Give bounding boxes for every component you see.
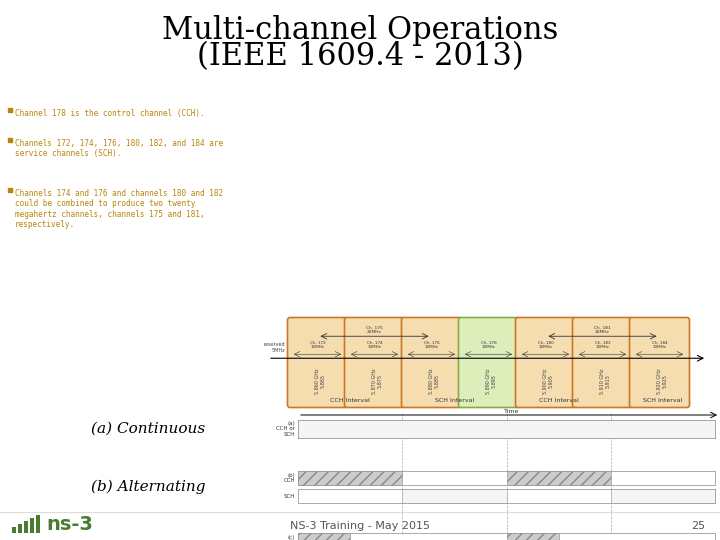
Bar bbox=[402, 489, 506, 503]
Text: SCH: SCH bbox=[284, 494, 295, 498]
Bar bbox=[12, 527, 16, 533]
Text: Ch. 174
10MHz: Ch. 174 10MHz bbox=[366, 341, 382, 349]
Text: 5.910 GHz: 5.910 GHz bbox=[600, 368, 605, 394]
Text: (b) Alternating: (b) Alternating bbox=[91, 480, 205, 494]
Text: Ch. 178
10MHz: Ch. 178 10MHz bbox=[481, 341, 496, 349]
Text: (a)
CCH or
SCH: (a) CCH or SCH bbox=[276, 421, 295, 437]
Text: 25: 25 bbox=[691, 521, 705, 531]
Text: CCH Interval: CCH Interval bbox=[539, 397, 578, 402]
Text: 5.900 GHz: 5.900 GHz bbox=[543, 368, 548, 394]
Text: CCH Interval: CCH Interval bbox=[330, 397, 370, 402]
Text: 5.920 GHz: 5.920 GHz bbox=[657, 368, 662, 394]
Text: Ch. 176
10MHz: Ch. 176 10MHz bbox=[423, 341, 439, 349]
FancyBboxPatch shape bbox=[402, 318, 462, 408]
Bar bbox=[298, 471, 715, 485]
Text: Channels 174 and 176 and channels 180 and 182
could be combined to produce two t: Channels 174 and 176 and channels 180 an… bbox=[15, 189, 223, 229]
Text: reserved
5MHz: reserved 5MHz bbox=[264, 342, 285, 353]
Text: 5.905: 5.905 bbox=[549, 374, 554, 388]
Bar bbox=[298, 489, 715, 503]
Bar bbox=[506, 471, 611, 485]
Text: ns-3: ns-3 bbox=[46, 516, 93, 535]
Text: Ch. 175
20MHz: Ch. 175 20MHz bbox=[366, 326, 383, 334]
Text: Time: Time bbox=[504, 409, 519, 414]
Text: Ch. 172
10MHz: Ch. 172 10MHz bbox=[310, 341, 325, 349]
Bar bbox=[298, 533, 350, 540]
Text: NS-3 Training - May 2015: NS-3 Training - May 2015 bbox=[290, 521, 430, 531]
FancyBboxPatch shape bbox=[344, 318, 405, 408]
Text: 5.875: 5.875 bbox=[378, 374, 383, 388]
FancyBboxPatch shape bbox=[459, 318, 518, 408]
Text: 5.885: 5.885 bbox=[435, 374, 440, 388]
Bar bbox=[611, 489, 715, 503]
Text: 5.870 GHz: 5.870 GHz bbox=[372, 368, 377, 394]
Bar bbox=[30, 518, 34, 533]
Text: Ch. 180
10MHz: Ch. 180 10MHz bbox=[538, 341, 554, 349]
Text: 5.895: 5.895 bbox=[492, 374, 497, 388]
FancyBboxPatch shape bbox=[629, 318, 690, 408]
Bar bbox=[36, 515, 40, 533]
Text: 5.915: 5.915 bbox=[606, 374, 611, 388]
Text: 5.880 GHz: 5.880 GHz bbox=[429, 368, 434, 394]
Text: (c)
CCH: (c) CCH bbox=[284, 535, 295, 540]
Text: 5.925: 5.925 bbox=[663, 374, 668, 388]
Text: (b)
CCH: (b) CCH bbox=[284, 472, 295, 483]
Text: 5.860 GHz: 5.860 GHz bbox=[315, 368, 320, 394]
Bar bbox=[298, 533, 715, 540]
FancyBboxPatch shape bbox=[516, 318, 575, 408]
Bar bbox=[298, 471, 402, 485]
Text: 5.865: 5.865 bbox=[321, 374, 326, 388]
Bar bbox=[298, 420, 715, 438]
Bar bbox=[506, 533, 559, 540]
Text: (a) Continuous: (a) Continuous bbox=[91, 422, 205, 436]
Text: Channel 178 is the control channel (CCH).: Channel 178 is the control channel (CCH)… bbox=[15, 109, 204, 118]
FancyBboxPatch shape bbox=[572, 318, 632, 408]
Text: Ch. 182
10MHz: Ch. 182 10MHz bbox=[595, 341, 611, 349]
Text: 5.890 GHz: 5.890 GHz bbox=[486, 368, 491, 394]
Bar bbox=[18, 524, 22, 533]
Text: SCH Interval: SCH Interval bbox=[435, 397, 474, 402]
Text: Multi-channel Operations: Multi-channel Operations bbox=[162, 15, 558, 45]
FancyBboxPatch shape bbox=[287, 318, 348, 408]
Bar bbox=[24, 521, 28, 533]
Text: Channels 172, 174, 176, 180, 182, and 184 are
service channels (SCH).: Channels 172, 174, 176, 180, 182, and 18… bbox=[15, 139, 223, 158]
Text: Ch. 181
20MHz: Ch. 181 20MHz bbox=[594, 326, 611, 334]
Text: (IEEE 1609.4 - 2013): (IEEE 1609.4 - 2013) bbox=[197, 42, 523, 72]
Bar bbox=[298, 420, 715, 438]
Text: Ch. 184
10MHz: Ch. 184 10MHz bbox=[652, 341, 667, 349]
Text: SCH Interval: SCH Interval bbox=[643, 397, 683, 402]
